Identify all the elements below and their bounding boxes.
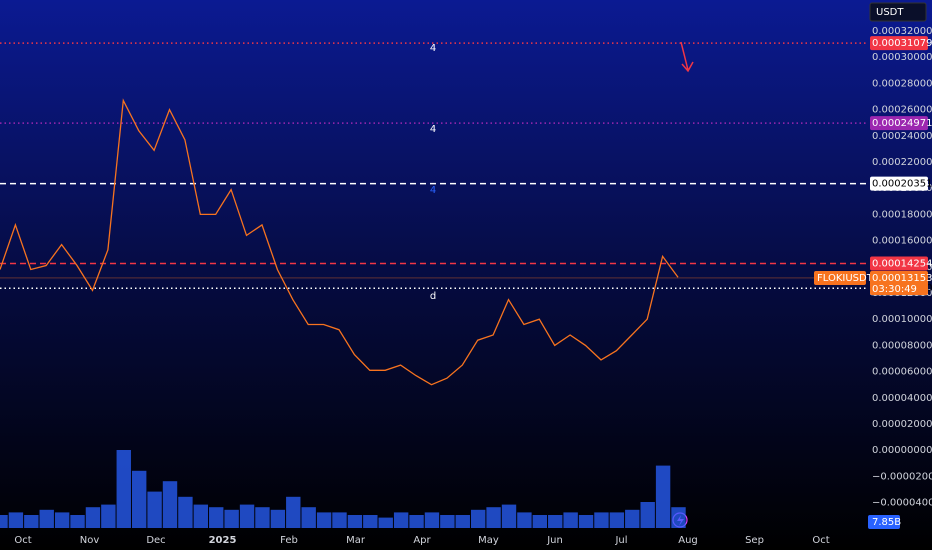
level-label: 0.00020351 — [872, 179, 932, 190]
volume-bar — [363, 515, 378, 528]
x-tick-label: Nov — [80, 535, 100, 546]
volume-bar — [486, 507, 501, 528]
price-line — [0, 98, 679, 386]
volume-label-box — [868, 515, 900, 529]
x-tick-label: Jun — [546, 535, 563, 546]
volume-bar — [270, 509, 286, 528]
volume-bar — [548, 515, 563, 528]
countdown: 03:30:49 — [872, 284, 917, 295]
volume-bar — [655, 465, 671, 528]
currency: USDT — [876, 7, 904, 18]
volume-bar — [286, 496, 301, 528]
x-tick-label: Sep — [745, 535, 764, 546]
volume-bar — [563, 512, 578, 528]
volume-bar — [517, 512, 532, 528]
y-tick-label: 0.00024000 — [872, 131, 932, 142]
y-tick-label: 0.00000000 — [872, 445, 932, 456]
volume-bar — [625, 509, 640, 528]
volume-bar — [239, 504, 255, 528]
volume-bar — [470, 509, 486, 528]
volume-bar — [501, 504, 517, 528]
x-tick-label: Aug — [678, 535, 698, 546]
volume-bar — [347, 515, 363, 528]
y-tick-label: 0.00018000 — [872, 209, 932, 220]
volume-bar — [101, 504, 116, 528]
x-tick-label: Oct — [14, 535, 31, 546]
y-tick-label: −0.00002000 — [872, 471, 932, 482]
level-label: 0.00031079 — [872, 38, 932, 49]
currency-box — [869, 2, 927, 22]
last-price-box — [870, 270, 928, 295]
volume-label: 7.85B — [872, 517, 901, 528]
level-label-box — [870, 256, 928, 271]
volume-bar — [193, 504, 209, 528]
x-tick-label: 2025 — [209, 535, 237, 546]
annotation: 4 — [430, 43, 436, 54]
y-tick-label: 0.00010000 — [872, 314, 932, 325]
volume-bar — [131, 470, 147, 528]
volume-bar — [316, 512, 332, 528]
volume-bar — [301, 507, 316, 528]
volume-bar — [147, 491, 162, 528]
last-price-label: 0.00013153 — [872, 273, 932, 284]
volume-bar — [532, 515, 548, 528]
y-tick-label: 0.00016000 — [872, 236, 932, 247]
x-tick-label: Apr — [413, 535, 431, 546]
volume-bar — [609, 512, 625, 528]
y-tick-label: 0.00004000 — [872, 393, 932, 404]
volume-bar — [209, 507, 224, 528]
volume-bar — [455, 515, 470, 528]
volume-bar — [594, 512, 609, 528]
level-label-box — [870, 116, 928, 131]
y-tick-label: 0.00026000 — [872, 105, 932, 116]
volume-bar — [0, 515, 8, 528]
symbol-box — [814, 270, 866, 285]
volume-bar — [116, 450, 131, 528]
volume-bar — [378, 517, 393, 528]
volume-bar — [424, 512, 440, 528]
x-tick-label: Oct — [812, 535, 829, 546]
volume-bar — [224, 509, 239, 528]
x-tick-label: Dec — [146, 535, 165, 546]
volume-bar — [578, 515, 594, 528]
volume-bar — [332, 512, 347, 528]
y-tick-label: 0.00022000 — [872, 157, 932, 168]
volume-bar — [255, 507, 270, 528]
arrow-annotation — [680, 41, 694, 73]
level-label: 0.00014254 — [872, 259, 932, 270]
annotation: 4 — [430, 124, 436, 135]
volume-bar — [393, 512, 409, 528]
volume-bar — [39, 509, 54, 528]
y-tick-label: 0.00032000 — [872, 26, 932, 37]
volume-bar — [409, 515, 424, 528]
volume-bar — [162, 481, 178, 528]
level-label-box — [870, 176, 928, 191]
volume-bar — [54, 512, 70, 528]
level-label: 0.00024971 — [872, 118, 932, 129]
annotation: 4 — [430, 185, 436, 196]
x-tick-label: Mar — [346, 535, 366, 546]
volume-bar — [70, 515, 85, 528]
volume-bar — [85, 507, 101, 528]
y-tick-label: 0.00002000 — [872, 419, 932, 430]
volume-bar — [440, 515, 455, 528]
x-tick-label: Feb — [280, 535, 298, 546]
annotation: d — [430, 291, 436, 302]
y-tick-label: 0.00008000 — [872, 340, 932, 351]
level-label-box — [870, 36, 928, 51]
y-tick-label: 0.00030000 — [872, 52, 932, 63]
y-tick-label: 0.00028000 — [872, 78, 932, 89]
volume-bar — [8, 512, 24, 528]
x-tick-label: Jul — [614, 535, 627, 546]
y-tick-label: −0.00004000 — [872, 498, 932, 509]
volume-bar — [24, 515, 39, 528]
volume-bar — [640, 502, 655, 528]
x-tick-label: May — [478, 535, 499, 546]
symbol-label: FLOKIUSDT — [817, 273, 874, 284]
y-tick-label: 0.00006000 — [872, 367, 932, 378]
volume-bar — [671, 507, 686, 528]
volume-bar — [178, 496, 193, 528]
